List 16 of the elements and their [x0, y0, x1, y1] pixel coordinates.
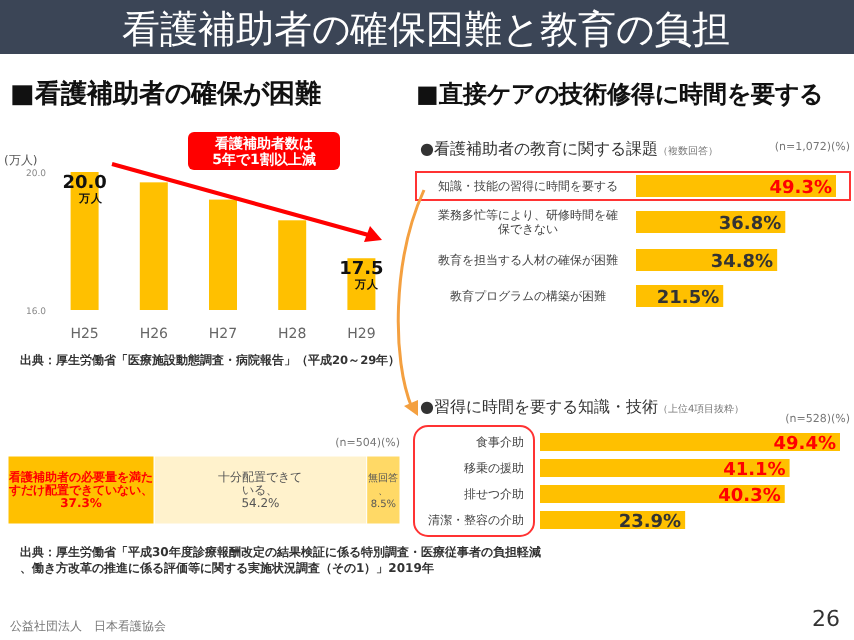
chart-title: ●習得に時間を要する知識・技術 [420, 398, 658, 416]
text: 看護補助者の確保困難と教育の負担 [122, 8, 730, 52]
data-label: 49.3% [769, 179, 832, 199]
chart-title: ●看護補助者の教育に関する課題 [420, 140, 658, 158]
text: ■直接ケアの技術修得に時間を要する [416, 80, 823, 108]
bar [540, 459, 790, 477]
data-label: 34.8% [710, 253, 774, 273]
text: 26 [812, 606, 840, 632]
data-label: 41.1% [723, 461, 786, 481]
data-label: 23.9% [618, 513, 682, 533]
data-label: 49.4% [773, 435, 836, 455]
data-label: 21.5% [656, 289, 720, 309]
data-label: 36.8% [718, 215, 782, 235]
chart-title: ■看護補助者の確保が困難 [10, 78, 321, 110]
data-label: 40.3% [718, 487, 781, 507]
bar [540, 433, 840, 451]
